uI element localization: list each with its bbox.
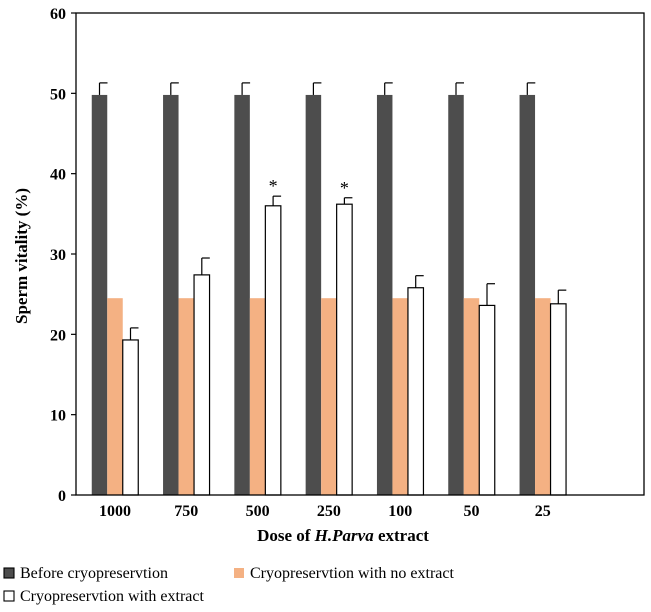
x-axis-ticks: 1000 750 500 250 100 50 25 xyxy=(99,503,551,520)
y-axis-title: Sperm vitality (%) xyxy=(12,188,31,324)
bar-no-extract xyxy=(463,298,480,495)
bar-with-extract xyxy=(407,287,425,496)
y-tick-label: 30 xyxy=(50,247,66,264)
legend-label: Cryopreservtion with extract xyxy=(20,588,205,605)
legend-label: Before cryopreservtion xyxy=(20,565,168,582)
y-tick-label: 50 xyxy=(50,86,66,103)
legend-swatch xyxy=(234,568,244,578)
y-tick-label: 0 xyxy=(58,488,66,505)
significance-marker: * xyxy=(340,178,349,198)
bar-before xyxy=(376,94,393,495)
bars: * * xyxy=(91,82,567,496)
bar-no-extract xyxy=(107,298,123,495)
legend-swatch xyxy=(3,590,15,602)
bar-with-extract xyxy=(549,303,567,496)
bar-before xyxy=(163,94,179,495)
x-tick-label: 750 xyxy=(174,503,198,520)
y-tick-label: 40 xyxy=(50,167,66,184)
x-tick-label: 25 xyxy=(535,503,551,520)
y-tick-label: 10 xyxy=(50,408,66,425)
x-tick-label: 250 xyxy=(317,503,341,520)
legend: Before cryopreservtion Cryopreservtion wi… xyxy=(3,565,455,605)
bar-with-extract xyxy=(336,203,353,496)
bar-no-extract xyxy=(392,298,408,495)
bar-no-extract xyxy=(178,298,195,495)
legend-label: Cryopreservtion with no extract xyxy=(250,565,455,582)
x-tick-label: 50 xyxy=(464,503,480,520)
bar-with-extract xyxy=(122,339,139,496)
x-axis-title: Dose of H.Parva extract xyxy=(257,526,429,545)
x-axis-title-prefix: Dose of xyxy=(257,526,315,545)
x-axis-title-suffix: extract xyxy=(374,526,430,545)
plot-frame xyxy=(75,12,645,496)
bar-before xyxy=(519,94,536,495)
x-tick-label: 500 xyxy=(246,503,270,520)
bar-with-extract xyxy=(264,205,282,496)
bar-no-extract xyxy=(535,298,551,495)
y-tick-label: 20 xyxy=(50,327,66,344)
y-axis-ticks: 0 10 20 30 40 50 60 xyxy=(50,6,76,505)
x-tick-label: 100 xyxy=(388,503,412,520)
bar-no-extract xyxy=(321,298,337,495)
significance-marker: * xyxy=(269,176,278,196)
x-tick-label: 1000 xyxy=(99,503,131,520)
legend-swatch xyxy=(3,567,15,579)
bar-with-extract xyxy=(478,304,496,496)
x-axis-title-species: H.Parva xyxy=(314,526,375,545)
bar-before xyxy=(448,94,464,495)
bar-no-extract xyxy=(249,298,266,495)
bar-with-extract xyxy=(193,274,211,496)
bar-before xyxy=(305,94,322,495)
bar-before xyxy=(91,94,108,495)
y-tick-label: 60 xyxy=(50,6,66,23)
bar-before xyxy=(234,94,250,495)
